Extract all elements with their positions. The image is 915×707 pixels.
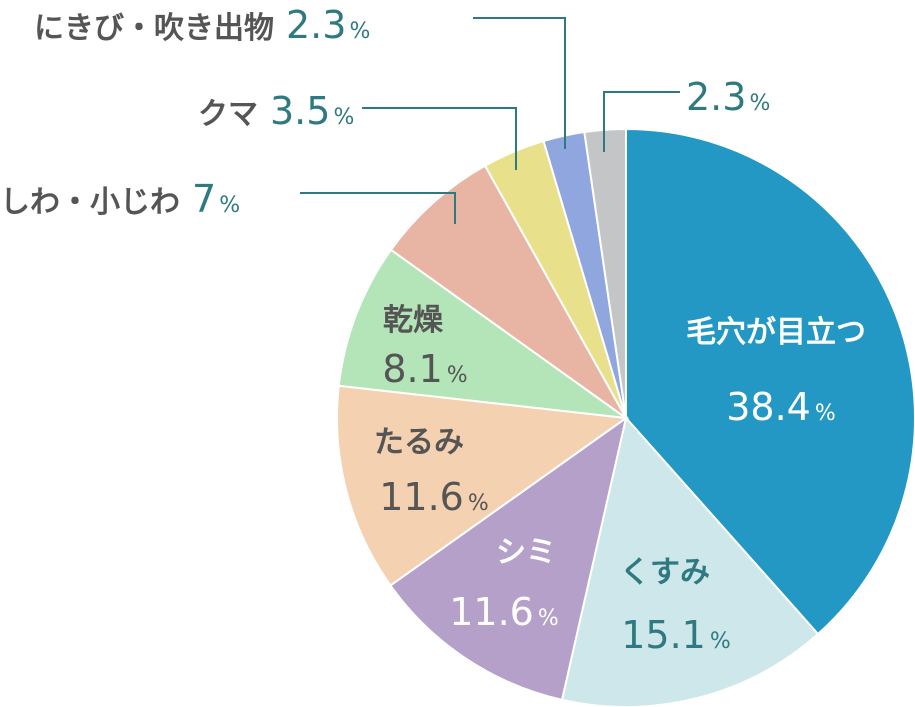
- leader-line-6: [300, 192, 456, 224]
- slice-label-4: たるみ: [374, 425, 464, 460]
- leader-line-9: [603, 91, 680, 152]
- leader-line-7: [362, 107, 517, 170]
- slice-4: [336, 384, 629, 587]
- slice-label-2: くすみ: [620, 555, 710, 590]
- slice-value-3: 11.6%: [449, 590, 559, 634]
- slice-1: [625, 127, 915, 636]
- slice-label-5: 乾燥: [383, 303, 444, 338]
- slice-callout-9: 2.3%: [686, 75, 770, 119]
- slice-callout-8: にきび・吹き出物 2.3%: [34, 3, 370, 47]
- slice-5: [337, 248, 630, 420]
- slice-value-1: 38.4%: [726, 385, 836, 429]
- slice-value-4: 11.6%: [379, 475, 489, 519]
- slice-value-5: 8.1%: [382, 347, 467, 391]
- pie-slices: [336, 127, 915, 707]
- slice-2: [560, 415, 820, 707]
- slice-3: [389, 415, 628, 702]
- leader-line-8: [473, 17, 566, 149]
- leader-lines: [300, 17, 680, 224]
- slice-6: [389, 164, 627, 419]
- slice-9: [583, 127, 627, 419]
- slice-label-1: 毛穴が目立つ: [686, 315, 866, 350]
- slice-value-2: 15.1%: [621, 613, 731, 657]
- slice-callout-7: クマ 3.5%: [198, 89, 354, 133]
- slice-callout-6: しわ・小じわ 7%: [0, 177, 240, 221]
- slice-label-3: シミ: [496, 535, 556, 570]
